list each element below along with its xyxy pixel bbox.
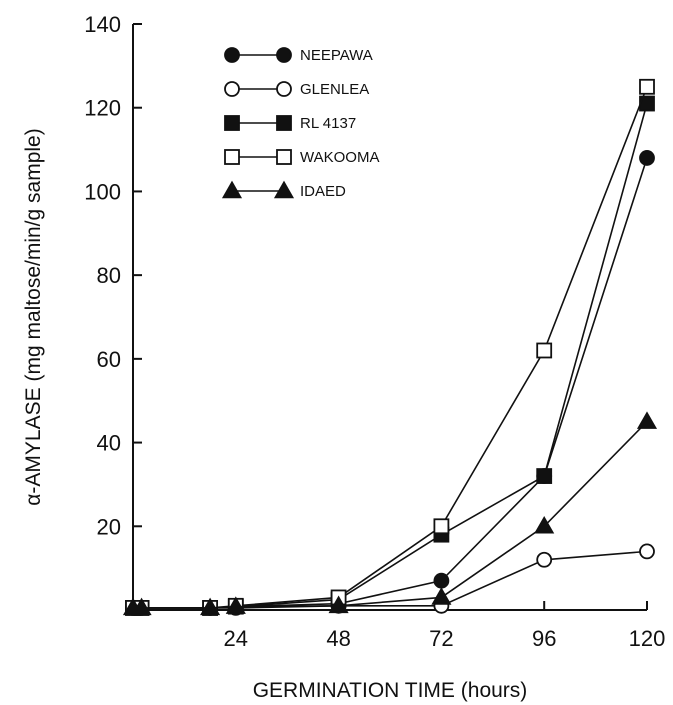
y-tick-label: 40: [97, 431, 121, 456]
x-tick-label: 24: [224, 626, 248, 651]
series-idaed: [122, 411, 658, 616]
legend-item: GLENLEA: [224, 81, 369, 98]
legend-label: GLENLEA: [300, 81, 369, 98]
x-tick-label: 120: [629, 626, 666, 651]
data-point: [431, 587, 452, 605]
data-point: [639, 543, 655, 560]
series-neepawa: [125, 150, 655, 616]
series-line: [133, 421, 648, 609]
legend-label: RL 4137: [300, 115, 356, 132]
series-wakooma: [125, 78, 655, 616]
y-tick-label: 140: [84, 12, 121, 37]
legend-marker: [224, 115, 240, 131]
data-point: [536, 551, 553, 568]
data-point: [433, 518, 450, 535]
data-point: [536, 342, 553, 359]
legend-marker: [276, 47, 292, 63]
series-layer: [122, 78, 658, 616]
legend: NEEPAWA GLENLEA RL 4137 WAKOOMA IDAED: [221, 47, 379, 200]
x-tick-label: 96: [532, 626, 556, 651]
legend-label: IDAED: [300, 183, 346, 200]
legend-item: NEEPAWA: [224, 47, 373, 64]
data-point: [636, 411, 658, 429]
series-rl-4137: [125, 95, 655, 616]
legend-item: WAKOOMA: [224, 149, 379, 166]
legend-item: RL 4137: [224, 115, 356, 132]
legend-marker: [276, 115, 292, 131]
legend-marker: [276, 149, 292, 165]
data-point: [200, 597, 221, 616]
data-point: [639, 78, 655, 95]
legend-marker: [273, 180, 295, 199]
series-line: [133, 86, 648, 609]
axes: 20 40 60 80 100 120 140 24 48 72 96 120: [84, 12, 665, 651]
x-tick-label: 48: [326, 626, 350, 651]
data-point: [534, 515, 555, 534]
legend-marker: [224, 149, 240, 165]
y-tick-label: 120: [84, 96, 121, 121]
legend-marker: [224, 81, 240, 97]
x-axis-title: GERMINATION TIME (hours): [253, 679, 528, 702]
data-point: [328, 595, 349, 614]
data-point: [536, 468, 553, 484]
legend-marker: [224, 47, 240, 63]
data-point: [433, 572, 450, 589]
legend-item: IDAED: [221, 180, 346, 200]
y-tick-label: 20: [97, 514, 121, 539]
y-axis-title: α-AMYLASE (mg maltose/min/g sample): [22, 128, 45, 505]
legend-label: WAKOOMA: [300, 149, 379, 166]
legend-marker: [276, 81, 292, 97]
data-point: [225, 596, 246, 614]
y-tick-label: 60: [97, 347, 121, 372]
legend-marker: [221, 180, 243, 199]
data-point: [131, 597, 152, 616]
x-tick-label: 72: [429, 626, 453, 651]
series-line: [133, 103, 648, 609]
y-tick-label: 80: [97, 263, 121, 288]
y-tick-label: 100: [84, 179, 121, 204]
legend-label: NEEPAWA: [300, 47, 373, 64]
data-point: [639, 150, 655, 166]
